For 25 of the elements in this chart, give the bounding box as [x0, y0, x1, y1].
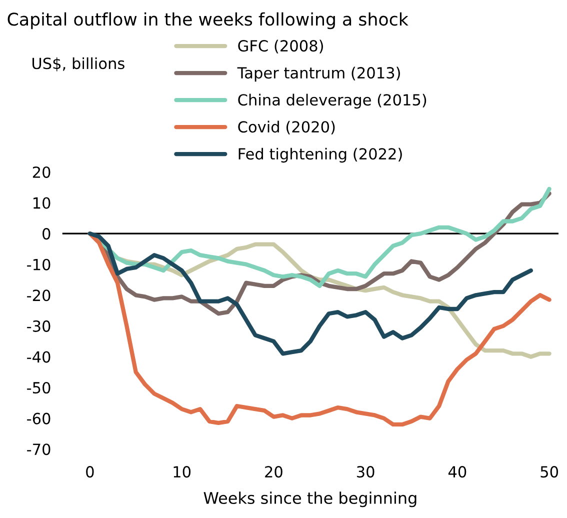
text: US$, billions [32, 57, 124, 72]
y-tick-label: 20 [32, 166, 50, 178]
y-tick-label: 0 [42, 228, 50, 240]
y-tick-label: -20 [27, 290, 50, 302]
legend-label: GFC (2008) [238, 40, 323, 54]
chart-title: Capital outflow in the weeks following a shock [8, 12, 408, 30]
y-tick-label: -60 [27, 412, 50, 424]
x-axis-title: Weeks since the beginning [204, 492, 416, 508]
legend-label: China deleverage (2015) [238, 94, 426, 109]
y-tick-label: -50 [27, 382, 50, 394]
x-tick-label: 40 [448, 466, 466, 478]
x-tick-label: 0 [86, 466, 94, 478]
y-tick-label: -10 [27, 258, 50, 270]
x-tick-label: 50 [540, 466, 558, 478]
legend-label: Taper tantrum (2013) [237, 66, 400, 82]
x-tick-label: 30 [357, 466, 374, 478]
legend-label: Fed tightening (2022) [238, 148, 402, 163]
line-series [88, 186, 552, 288]
x-tick-label: 10 [174, 466, 191, 478]
y-tick-label: -40 [27, 351, 50, 363]
legend-label: Covid (2020) [238, 120, 335, 134]
y-tick-label: -70 [27, 444, 50, 456]
y-tick-label: 10 [33, 197, 50, 209]
x-tick-label: 20 [265, 466, 282, 478]
y-tick-label: -30 [27, 320, 50, 332]
